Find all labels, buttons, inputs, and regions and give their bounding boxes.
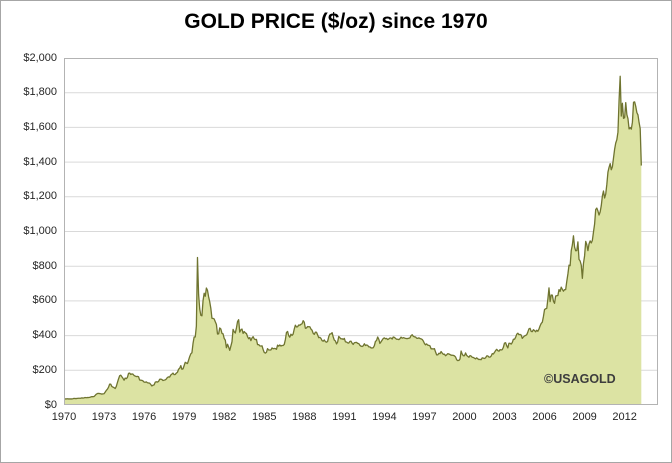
y-axis-tick-label: $800 <box>32 259 57 272</box>
gold-price-line-series <box>64 75 642 400</box>
plot-area <box>64 58 658 405</box>
x-axis-tick-label: 1979 <box>171 411 197 423</box>
x-axis-tick-label: 1994 <box>372 411 397 423</box>
y-axis-tick-label: $1,000 <box>23 225 57 237</box>
x-axis-tick-label: 1988 <box>292 411 317 423</box>
y-axis-tick-label: $2,000 <box>23 51 57 64</box>
y-axis-tick-label: $1,800 <box>23 86 57 99</box>
y-axis-tick-label: $200 <box>32 363 57 376</box>
y-axis-tick-label: $1,200 <box>23 190 57 203</box>
y-axis-tick-label: $0 <box>44 398 57 411</box>
x-axis-tick-label: 2000 <box>452 411 477 423</box>
x-axis-tick-label: 2003 <box>492 411 517 423</box>
x-axis-tick-label: 1976 <box>131 411 157 423</box>
x-axis-tick-label: 2009 <box>572 411 597 423</box>
watermark-usagold: ©USAGOLD <box>544 372 616 386</box>
x-axis-tick-label: 1982 <box>211 411 237 423</box>
x-axis-tick-label: 1973 <box>91 411 117 423</box>
plot-svg <box>64 58 658 405</box>
y-axis-tick-label: $600 <box>32 294 57 307</box>
x-axis-tick-label: 1991 <box>332 411 357 423</box>
x-axis-tick-label: 2012 <box>612 411 637 423</box>
chart-title: GOLD PRICE ($/oz) since 1970 <box>184 10 488 33</box>
gold-price-area-fill <box>64 76 642 405</box>
x-axis-tick-label: 1997 <box>412 411 437 423</box>
y-axis-tick-label: $1,600 <box>23 120 57 133</box>
plot-border <box>64 58 658 405</box>
y-axis-tick-label: $1,400 <box>23 155 57 168</box>
x-axis-tick-label: 1985 <box>251 411 277 423</box>
x-axis-tick-label: 2006 <box>532 411 557 423</box>
y-axis-tick-label: $400 <box>32 329 57 342</box>
x-axis-tick-label: 1970 <box>51 411 77 423</box>
